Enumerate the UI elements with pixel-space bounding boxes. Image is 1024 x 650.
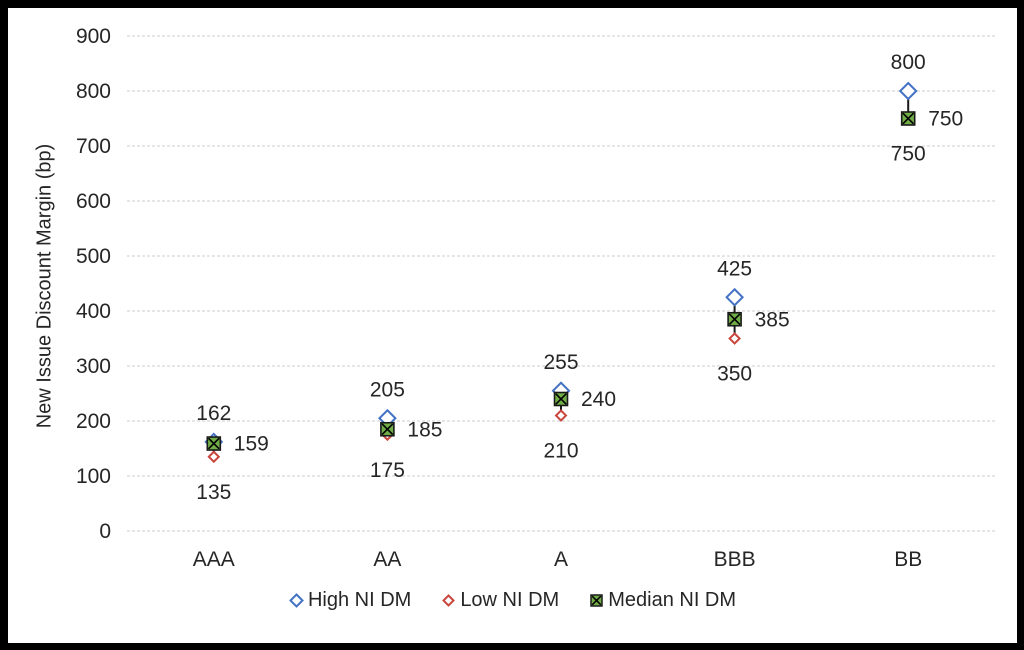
y-tick-label: 100 <box>76 465 111 488</box>
high-data-label: 162 <box>196 402 231 425</box>
x-category-label: BBB <box>714 548 756 571</box>
chart-canvas: New Issue Discount Margin (bp) 0 100 200 30… <box>8 8 1017 643</box>
high-data-label: 800 <box>891 51 926 74</box>
legend-item-low: Low NI DM <box>441 589 559 612</box>
legend-item-high: High NI DM <box>289 589 411 612</box>
low-data-label: 750 <box>891 143 926 166</box>
y-tick-label: 400 <box>76 300 111 323</box>
high-data-label: 255 <box>543 351 578 374</box>
high-data-label: 425 <box>717 257 752 280</box>
x-category-label: AA <box>373 548 401 571</box>
y-tick-label: 900 <box>76 25 111 48</box>
y-tick-label: 700 <box>76 135 111 158</box>
y-tick-label: 300 <box>76 355 111 378</box>
x-category-label: AAA <box>193 548 235 571</box>
y-tick-label: 0 <box>99 520 111 543</box>
median-data-label: 185 <box>407 418 442 441</box>
y-tick-label: 500 <box>76 245 111 268</box>
y-tick-label: 800 <box>76 80 111 103</box>
low-diamond-icon <box>442 594 456 607</box>
low-marker <box>554 409 568 422</box>
x-category-label: A <box>554 548 568 571</box>
median-data-label: 385 <box>755 308 790 331</box>
low-data-label: 350 <box>717 363 752 386</box>
legend-label-median: Median NI DM <box>608 589 737 611</box>
low-marker <box>207 450 221 464</box>
y-tick-label: 600 <box>76 190 111 213</box>
low-marker <box>728 332 742 345</box>
median-marker <box>206 436 222 451</box>
median-marker <box>380 421 395 437</box>
low-data-label: 210 <box>543 440 578 463</box>
high-data-label: 205 <box>370 378 405 401</box>
legend-label-high: High NI DM <box>307 589 412 611</box>
y-tick-label: 200 <box>76 410 111 433</box>
legend-item-median: Median NI DM <box>589 589 736 612</box>
median-marker <box>900 111 916 126</box>
median-marker <box>553 391 569 407</box>
low-data-label: 175 <box>370 459 405 482</box>
median-data-label: 750 <box>928 108 963 131</box>
median-data-label: 159 <box>234 433 269 456</box>
high-diamond-icon <box>289 593 304 608</box>
median-square-icon <box>590 594 603 607</box>
chart-legend: High NI DM Low NI DM Median NI DM <box>8 589 1017 612</box>
low-data-label: 135 <box>196 481 231 504</box>
high-marker <box>725 287 745 307</box>
x-category-label: BB <box>894 548 922 571</box>
legend-label-low: Low NI DM <box>460 589 560 611</box>
median-data-label: 240 <box>581 388 616 411</box>
median-marker <box>727 311 742 327</box>
high-marker <box>898 81 918 101</box>
